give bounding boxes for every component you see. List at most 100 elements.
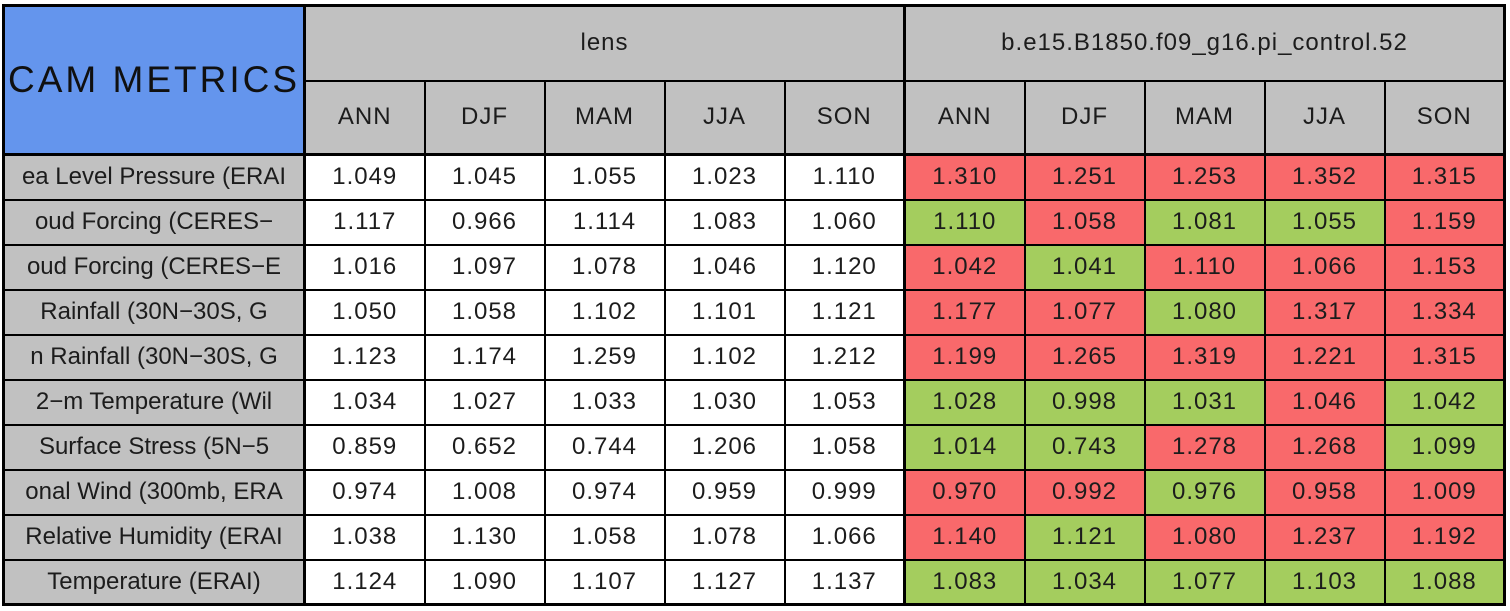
lens-value-cell: 1.212 — [783, 333, 906, 381]
metric-label: ea Level Pressure (ERAI — [2, 153, 306, 201]
lens-value-cell: 1.055 — [543, 153, 666, 201]
control-value-cell-green: 1.099 — [1383, 423, 1506, 471]
lens-value-cell: 1.259 — [543, 333, 666, 381]
lens-value-cell: 0.652 — [423, 423, 546, 471]
control-value-cell-green: 1.077 — [1143, 558, 1266, 606]
table-title-cell: CAM METRICS — [2, 4, 306, 156]
control-value-cell-green: 1.080 — [1143, 288, 1266, 336]
control-value-cell-red: 1.278 — [1143, 423, 1266, 471]
cam-metrics-figure: CAM METRICS lens b.e15.B1850.f09_g16.pi_… — [2, 4, 1506, 606]
control-value-cell-red: 1.352 — [1263, 153, 1386, 201]
control-value-cell-red: 1.310 — [903, 153, 1026, 201]
control-value-cell-red: 1.319 — [1143, 333, 1266, 381]
control-value-cell-red: 1.317 — [1263, 288, 1386, 336]
control-value-cell-red: 1.066 — [1263, 243, 1386, 291]
season-header-lens-ann: ANN — [303, 79, 426, 156]
lens-value-cell: 0.974 — [543, 468, 666, 516]
season-header-control-son: SON — [1383, 79, 1506, 156]
control-value-cell-red: 1.046 — [1263, 378, 1386, 426]
lens-value-cell: 1.030 — [663, 378, 786, 426]
control-value-cell-green: 1.103 — [1263, 558, 1386, 606]
control-value-cell-green: 1.121 — [1023, 513, 1146, 561]
control-value-cell-green: 1.041 — [1023, 243, 1146, 291]
lens-value-cell: 1.107 — [543, 558, 666, 606]
metrics-table: CAM METRICS lens b.e15.B1850.f09_g16.pi_… — [2, 4, 1506, 606]
lens-value-cell: 1.058 — [423, 288, 546, 336]
metric-row: ea Level Pressure (ERAI 1.049 1.045 1.055 1.… — [2, 153, 1506, 201]
lens-value-cell: 1.124 — [303, 558, 426, 606]
metric-row: Temperature (ERAI) 1.124 1.090 1.107 1.127 1.… — [2, 558, 1506, 606]
control-value-cell-red: 0.992 — [1023, 468, 1146, 516]
metric-row: onal Wind (300mb, ERA 0.974 1.008 0.974 0.95… — [2, 468, 1506, 516]
control-value-cell-red: 1.199 — [903, 333, 1026, 381]
lens-value-cell: 1.078 — [663, 513, 786, 561]
control-value-cell-red: 1.009 — [1383, 468, 1506, 516]
metric-row: oud Forcing (CERES− 1.117 0.966 1.114 1.083 1… — [2, 198, 1506, 246]
lens-value-cell: 1.090 — [423, 558, 546, 606]
lens-value-cell: 1.097 — [423, 243, 546, 291]
control-value-cell-red: 1.315 — [1383, 153, 1506, 201]
control-value-cell-red: 1.140 — [903, 513, 1026, 561]
lens-value-cell: 1.114 — [543, 198, 666, 246]
control-value-cell-green: 1.042 — [1383, 378, 1506, 426]
lens-value-cell: 1.121 — [783, 288, 906, 336]
control-value-cell-green: 0.998 — [1023, 378, 1146, 426]
control-value-cell-green: 1.028 — [903, 378, 1026, 426]
season-header-lens-djf: DJF — [423, 79, 546, 156]
control-value-cell-green: 1.014 — [903, 423, 1026, 471]
lens-value-cell: 1.206 — [663, 423, 786, 471]
lens-value-cell: 1.023 — [663, 153, 786, 201]
control-value-cell-green: 1.031 — [1143, 378, 1266, 426]
metric-row: oud Forcing (CERES−E 1.016 1.097 1.078 1.046… — [2, 243, 1506, 291]
table-title: CAM METRICS — [8, 59, 300, 100]
metric-label: Temperature (ERAI) — [2, 558, 306, 606]
season-header-lens-son: SON — [783, 79, 906, 156]
lens-value-cell: 1.050 — [303, 288, 426, 336]
control-value-cell-red: 1.153 — [1383, 243, 1506, 291]
lens-value-cell: 1.120 — [783, 243, 906, 291]
lens-value-cell: 1.033 — [543, 378, 666, 426]
lens-value-cell: 1.016 — [303, 243, 426, 291]
control-value-cell-green: 1.081 — [1143, 198, 1266, 246]
lens-value-cell: 1.053 — [783, 378, 906, 426]
lens-value-cell: 1.102 — [543, 288, 666, 336]
lens-value-cell: 0.959 — [663, 468, 786, 516]
metric-label: Surface Stress (5N−5 — [2, 423, 306, 471]
metric-row: n Rainfall (30N−30S, G 1.123 1.174 1.259 1.1… — [2, 333, 1506, 381]
control-value-cell-red: 1.237 — [1263, 513, 1386, 561]
lens-value-cell: 1.174 — [423, 333, 546, 381]
control-value-cell-green: 1.034 — [1023, 558, 1146, 606]
control-value-cell-red: 1.334 — [1383, 288, 1506, 336]
lens-value-cell: 0.966 — [423, 198, 546, 246]
control-value-cell-red: 1.080 — [1143, 513, 1266, 561]
metric-label: Relative Humidity (ERAI — [2, 513, 306, 561]
control-value-cell-green: 0.976 — [1143, 468, 1266, 516]
control-value-cell-red: 1.110 — [1143, 243, 1266, 291]
lens-value-cell: 1.060 — [783, 198, 906, 246]
season-header-lens-mam: MAM — [543, 79, 666, 156]
lens-value-cell: 1.137 — [783, 558, 906, 606]
control-value-cell-red: 1.268 — [1263, 423, 1386, 471]
lens-value-cell: 1.058 — [783, 423, 906, 471]
metric-label: oud Forcing (CERES−E — [2, 243, 306, 291]
lens-value-cell: 0.974 — [303, 468, 426, 516]
lens-value-cell: 1.110 — [783, 153, 906, 201]
metric-row: Surface Stress (5N−5 0.859 0.652 0.744 1.206… — [2, 423, 1506, 471]
metric-label: Rainfall (30N−30S, G — [2, 288, 306, 336]
control-value-cell-red: 0.958 — [1263, 468, 1386, 516]
control-value-cell-red: 1.265 — [1023, 333, 1146, 381]
season-header-control-ann: ANN — [903, 79, 1026, 156]
lens-value-cell: 0.859 — [303, 423, 426, 471]
lens-value-cell: 1.046 — [663, 243, 786, 291]
lens-value-cell: 1.083 — [663, 198, 786, 246]
lens-value-cell: 0.744 — [543, 423, 666, 471]
control-value-cell-green: 1.110 — [903, 198, 1026, 246]
control-value-cell-green: 1.083 — [903, 558, 1026, 606]
season-header-control-mam: MAM — [1143, 79, 1266, 156]
control-value-cell-red: 1.058 — [1023, 198, 1146, 246]
lens-value-cell: 1.058 — [543, 513, 666, 561]
season-header-control-djf: DJF — [1023, 79, 1146, 156]
lens-value-cell: 1.027 — [423, 378, 546, 426]
lens-value-cell: 1.101 — [663, 288, 786, 336]
control-value-cell-red: 1.159 — [1383, 198, 1506, 246]
